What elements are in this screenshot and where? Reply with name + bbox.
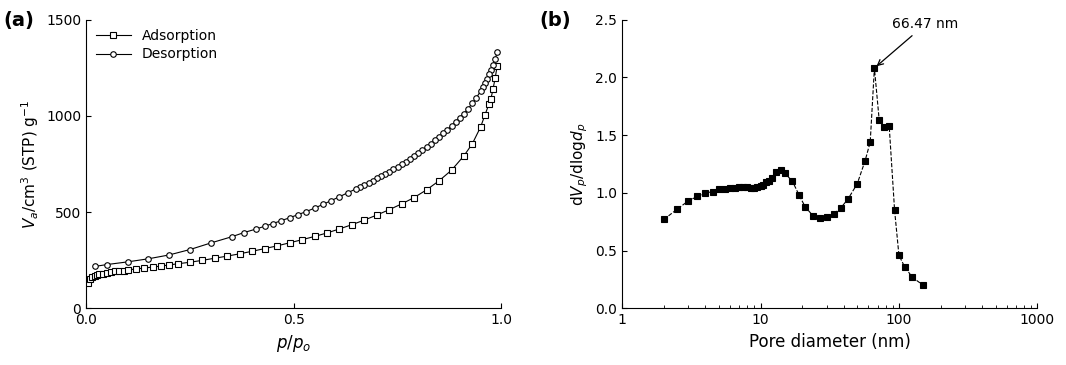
Adsorption: [333, 227, 345, 231]
Adsorption: [479, 113, 491, 118]
Adsorption: [490, 64, 503, 68]
Legend: Adsorption, Desorption: Adsorption, Desorption: [93, 27, 221, 64]
Adsorption: [117, 268, 130, 273]
Adsorption: [284, 241, 296, 245]
Adsorption: [221, 254, 233, 258]
Adsorption: [183, 260, 196, 264]
Adsorption: [93, 272, 106, 277]
Adsorption: [146, 265, 159, 269]
Text: (a): (a): [3, 11, 34, 30]
Adsorption: [383, 207, 395, 212]
Adsorption: [271, 244, 284, 248]
Adsorption: [345, 223, 358, 227]
Adsorption: [155, 264, 167, 268]
Adsorption: [488, 76, 501, 80]
Desorption: [354, 185, 367, 189]
Adsorption: [233, 251, 246, 256]
Adsorption: [246, 249, 259, 253]
Line: Adsorption: Adsorption: [85, 63, 500, 286]
Adsorption: [433, 178, 446, 183]
Adsorption: [130, 267, 143, 271]
Adsorption: [84, 276, 97, 281]
Text: 66.47 nm: 66.47 nm: [877, 17, 958, 65]
Adsorption: [483, 102, 496, 107]
Adsorption: [163, 263, 176, 267]
Adsorption: [109, 269, 122, 274]
Adsorption: [308, 234, 321, 239]
Y-axis label: d$V_p$/dlog$d_p$: d$V_p$/dlog$d_p$: [569, 122, 589, 205]
Adsorption: [196, 258, 209, 262]
Desorption: [490, 50, 503, 54]
Adsorption: [370, 213, 383, 217]
Text: (b): (b): [539, 11, 570, 30]
Adsorption: [100, 271, 113, 275]
Adsorption: [82, 281, 95, 286]
Adsorption: [457, 154, 470, 158]
Adsorption: [420, 188, 433, 192]
Adsorption: [88, 273, 101, 278]
Adsorption: [446, 168, 458, 172]
Adsorption: [466, 142, 479, 146]
Adsorption: [96, 272, 109, 276]
Line: Desorption: Desorption: [92, 50, 500, 269]
Desorption: [437, 131, 450, 135]
Adsorption: [408, 195, 421, 200]
Adsorption: [358, 218, 371, 222]
Desorption: [446, 124, 458, 128]
Adsorption: [138, 266, 150, 270]
Desorption: [88, 264, 101, 269]
Adsorption: [258, 246, 271, 251]
Adsorption: [295, 238, 308, 242]
Adsorption: [113, 269, 126, 273]
Adsorption: [487, 87, 500, 91]
Adsorption: [104, 270, 117, 274]
X-axis label: Pore diameter (nm): Pore diameter (nm): [748, 333, 910, 351]
Desorption: [429, 138, 441, 142]
Adsorption: [86, 275, 99, 279]
Adsorption: [485, 96, 498, 101]
X-axis label: $p/p_o$: $p/p_o$: [276, 333, 311, 354]
Adsorption: [122, 268, 134, 272]
Desorption: [424, 141, 437, 146]
Adsorption: [474, 125, 487, 129]
Adsorption: [321, 231, 334, 235]
Adsorption: [172, 262, 184, 266]
Adsorption: [209, 256, 222, 260]
Desorption: [466, 101, 479, 105]
Adsorption: [91, 273, 103, 277]
Y-axis label: $V_a$/cm$^3$ (STP) g$^{-1}$: $V_a$/cm$^3$ (STP) g$^{-1}$: [19, 99, 41, 229]
Adsorption: [395, 202, 408, 206]
